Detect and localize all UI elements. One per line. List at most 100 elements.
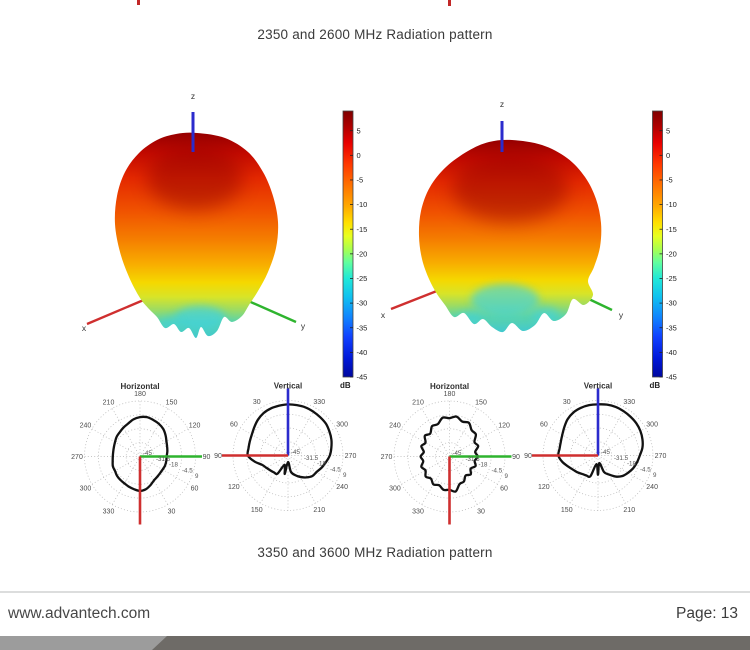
svg-text:120: 120 <box>538 484 550 491</box>
svg-text:240: 240 <box>336 484 348 491</box>
svg-text:-45: -45 <box>666 373 677 382</box>
svg-text:-15: -15 <box>666 225 677 234</box>
svg-text:330: 330 <box>623 399 635 406</box>
footer-url[interactable]: www.advantech.com <box>8 605 151 622</box>
svg-text:330: 330 <box>313 399 325 406</box>
svg-text:-4.5: -4.5 <box>640 466 651 473</box>
3d-pattern-3350-3600: z x y <box>381 99 624 333</box>
polar-grid-spoke <box>570 407 599 456</box>
svg-text:210: 210 <box>313 507 325 514</box>
svg-text:90: 90 <box>524 453 532 460</box>
polar-grid-spoke <box>260 407 289 456</box>
svg-text:150: 150 <box>561 507 573 514</box>
bottom-bar <box>0 636 750 650</box>
svg-text:-35: -35 <box>666 323 677 332</box>
polar-grid-spoke <box>597 455 626 504</box>
radiation-curve <box>557 403 644 479</box>
svg-text:60: 60 <box>191 485 199 492</box>
svg-text:180: 180 <box>444 391 456 398</box>
svg-text:270: 270 <box>381 454 393 461</box>
svg-text:Vertical: Vertical <box>584 382 612 391</box>
svg-text:330: 330 <box>103 508 115 515</box>
blob-top-shading <box>452 154 568 222</box>
svg-text:9: 9 <box>653 472 657 479</box>
svg-text:-31.5: -31.5 <box>304 455 319 462</box>
svg-text:-20: -20 <box>666 249 677 258</box>
figure-title-top: 2350 and 2600 MHz Radiation pattern <box>257 27 493 42</box>
svg-text:270: 270 <box>345 453 357 460</box>
svg-text:240: 240 <box>646 484 658 491</box>
bottom-bar-accent <box>0 636 167 650</box>
polar-plot-horizontal: 30 60 90 120 150 180 210 240 270 300 330 -45-31.5-1… <box>381 382 520 525</box>
svg-text:300: 300 <box>80 485 92 492</box>
svg-text:dB: dB <box>650 381 661 390</box>
svg-text:-31.5: -31.5 <box>156 456 171 463</box>
svg-text:120: 120 <box>189 422 201 429</box>
svg-text:-4.5: -4.5 <box>492 467 503 474</box>
svg-text:-25: -25 <box>666 274 677 283</box>
svg-text:120: 120 <box>228 484 240 491</box>
x-axis-line <box>86 297 147 326</box>
svg-text:240: 240 <box>80 422 92 429</box>
svg-text:210: 210 <box>412 399 424 406</box>
svg-text:5: 5 <box>666 126 670 135</box>
svg-text:30: 30 <box>477 508 485 515</box>
svg-text:210: 210 <box>103 399 115 406</box>
svg-text:90: 90 <box>203 454 211 461</box>
3d-pattern-2350-2600: z x y <box>82 91 306 339</box>
svg-text:90: 90 <box>214 453 222 460</box>
svg-text:-30: -30 <box>666 299 677 308</box>
polar-plot-vertical: 30 60 90 120 150 210 240 270 300 330 -45-31.5-18-4… <box>214 382 356 515</box>
colorbar: 5 0 -5 -10 -15 -20 -25 -30 -35 -40 -45 dB <box>650 110 677 390</box>
svg-text:90: 90 <box>512 454 520 461</box>
page-edge-red-mark <box>137 0 140 5</box>
svg-text:-10: -10 <box>666 200 677 209</box>
svg-text:-18: -18 <box>317 461 327 468</box>
footer-page-number: Page: 13 <box>676 605 739 622</box>
svg-text:Vertical: Vertical <box>274 382 302 391</box>
svg-text:300: 300 <box>336 422 348 429</box>
page-edge-red-mark <box>448 0 451 6</box>
svg-text:9: 9 <box>343 472 347 479</box>
polar-grid-spoke <box>287 455 316 504</box>
svg-text:-4.5: -4.5 <box>330 466 341 473</box>
svg-text:-45: -45 <box>357 373 368 382</box>
figure-title-bottom: 3350 and 3600 MHz Radiation pattern <box>257 545 493 560</box>
svg-text:0: 0 <box>666 151 670 160</box>
svg-text:60: 60 <box>540 422 548 429</box>
svg-text:-30: -30 <box>357 299 368 308</box>
svg-text:dB: dB <box>340 381 351 390</box>
radiation-curve <box>419 415 480 493</box>
svg-text:-40: -40 <box>666 348 677 357</box>
svg-text:-18: -18 <box>169 462 179 469</box>
svg-text:150: 150 <box>475 399 487 406</box>
svg-text:-15: -15 <box>357 225 368 234</box>
footer-divider <box>0 591 750 593</box>
polar-grid-spoke <box>260 455 289 504</box>
blob-cyan-lobe <box>457 310 483 326</box>
svg-text:y: y <box>619 310 624 320</box>
svg-text:30: 30 <box>563 399 571 406</box>
radiation-curve <box>111 415 169 493</box>
svg-text:-20: -20 <box>357 249 368 258</box>
svg-text:300: 300 <box>389 485 401 492</box>
svg-text:x: x <box>82 323 87 333</box>
svg-text:9: 9 <box>195 473 199 480</box>
polar-plot-vertical: 30 60 90 120 150 210 240 270 300 330 -45-31.5-18-4… <box>524 382 666 515</box>
svg-text:-18: -18 <box>479 462 489 469</box>
svg-text:240: 240 <box>389 422 401 429</box>
svg-text:5: 5 <box>357 126 361 135</box>
polar-grid-ring <box>570 427 626 484</box>
svg-text:30: 30 <box>168 508 176 515</box>
svg-text:270: 270 <box>655 453 667 460</box>
svg-text:-31.5: -31.5 <box>466 456 481 463</box>
svg-text:-4.5: -4.5 <box>182 467 193 474</box>
svg-text:-45: -45 <box>453 450 463 457</box>
svg-text:-10: -10 <box>357 200 368 209</box>
svg-text:60: 60 <box>230 422 238 429</box>
svg-text:270: 270 <box>71 454 83 461</box>
svg-text:-31.5: -31.5 <box>614 455 629 462</box>
blob-cyan-lobe <box>159 316 181 332</box>
